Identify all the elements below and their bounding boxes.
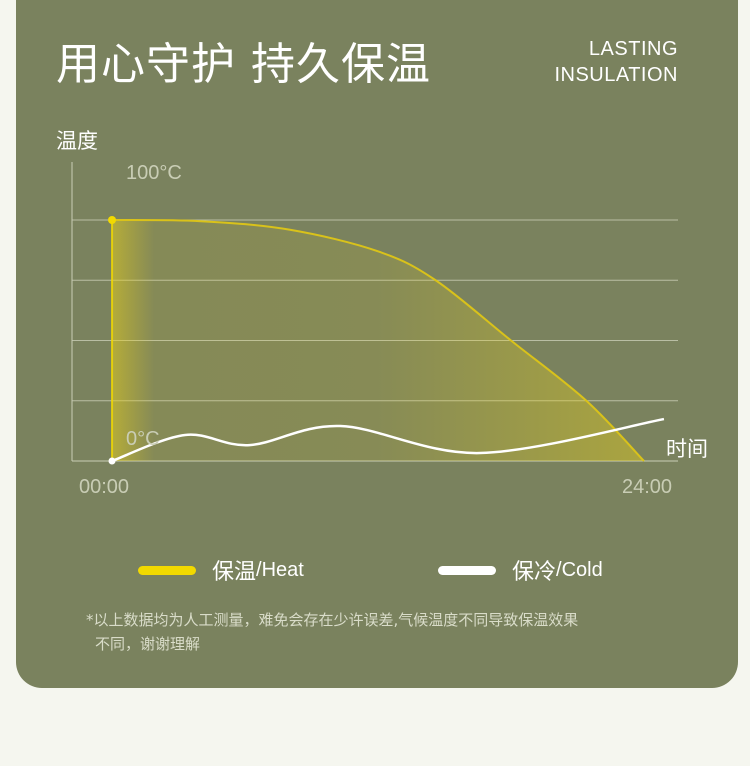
cold-swatch [438, 565, 496, 575]
legend-item-cold: 保冷 /Cold [438, 554, 603, 586]
y-tick-0: 0°C [126, 428, 160, 450]
page-title: 用心守护 持久保温 [56, 39, 431, 90]
heat-line [111, 219, 645, 462]
footnote-line-1: *以上数据均为人工测量，难免会存在少许误差,气候温度不同导致保温效果 [86, 611, 579, 629]
legend-item-heat: 保温 /Heat [138, 554, 304, 586]
heat-start-point [108, 216, 116, 224]
footnote-line-2: 不同，谢谢理解 [95, 635, 201, 653]
legend-heat-zh: 保温 [212, 560, 257, 585]
legend-cold-en: /Cold [556, 558, 603, 581]
heat-area [112, 220, 644, 461]
footnote: *以上数据均为人工测量，难免会存在少许误差,气候温度不同导致保温效果 不同，谢谢… [86, 608, 686, 656]
heat-swatch [138, 565, 196, 575]
x-tick-end: 24:00 [622, 476, 673, 498]
cold-line [111, 417, 665, 463]
subtitle-line-2: INSULATION [554, 64, 678, 86]
page-subtitle: LASTING INSULATION [554, 36, 678, 88]
y-axis-label: 温度 [56, 129, 98, 153]
subtitle-line-1: LASTING [588, 38, 678, 60]
cold-start-point [108, 457, 116, 465]
legend-cold-zh: 保冷 [512, 560, 557, 585]
y-tick-100: 100°C [126, 162, 182, 184]
x-axis-label: 时间 [666, 437, 708, 461]
x-tick-start: 00:00 [79, 476, 130, 498]
legend-heat-en: /Heat [256, 558, 304, 581]
